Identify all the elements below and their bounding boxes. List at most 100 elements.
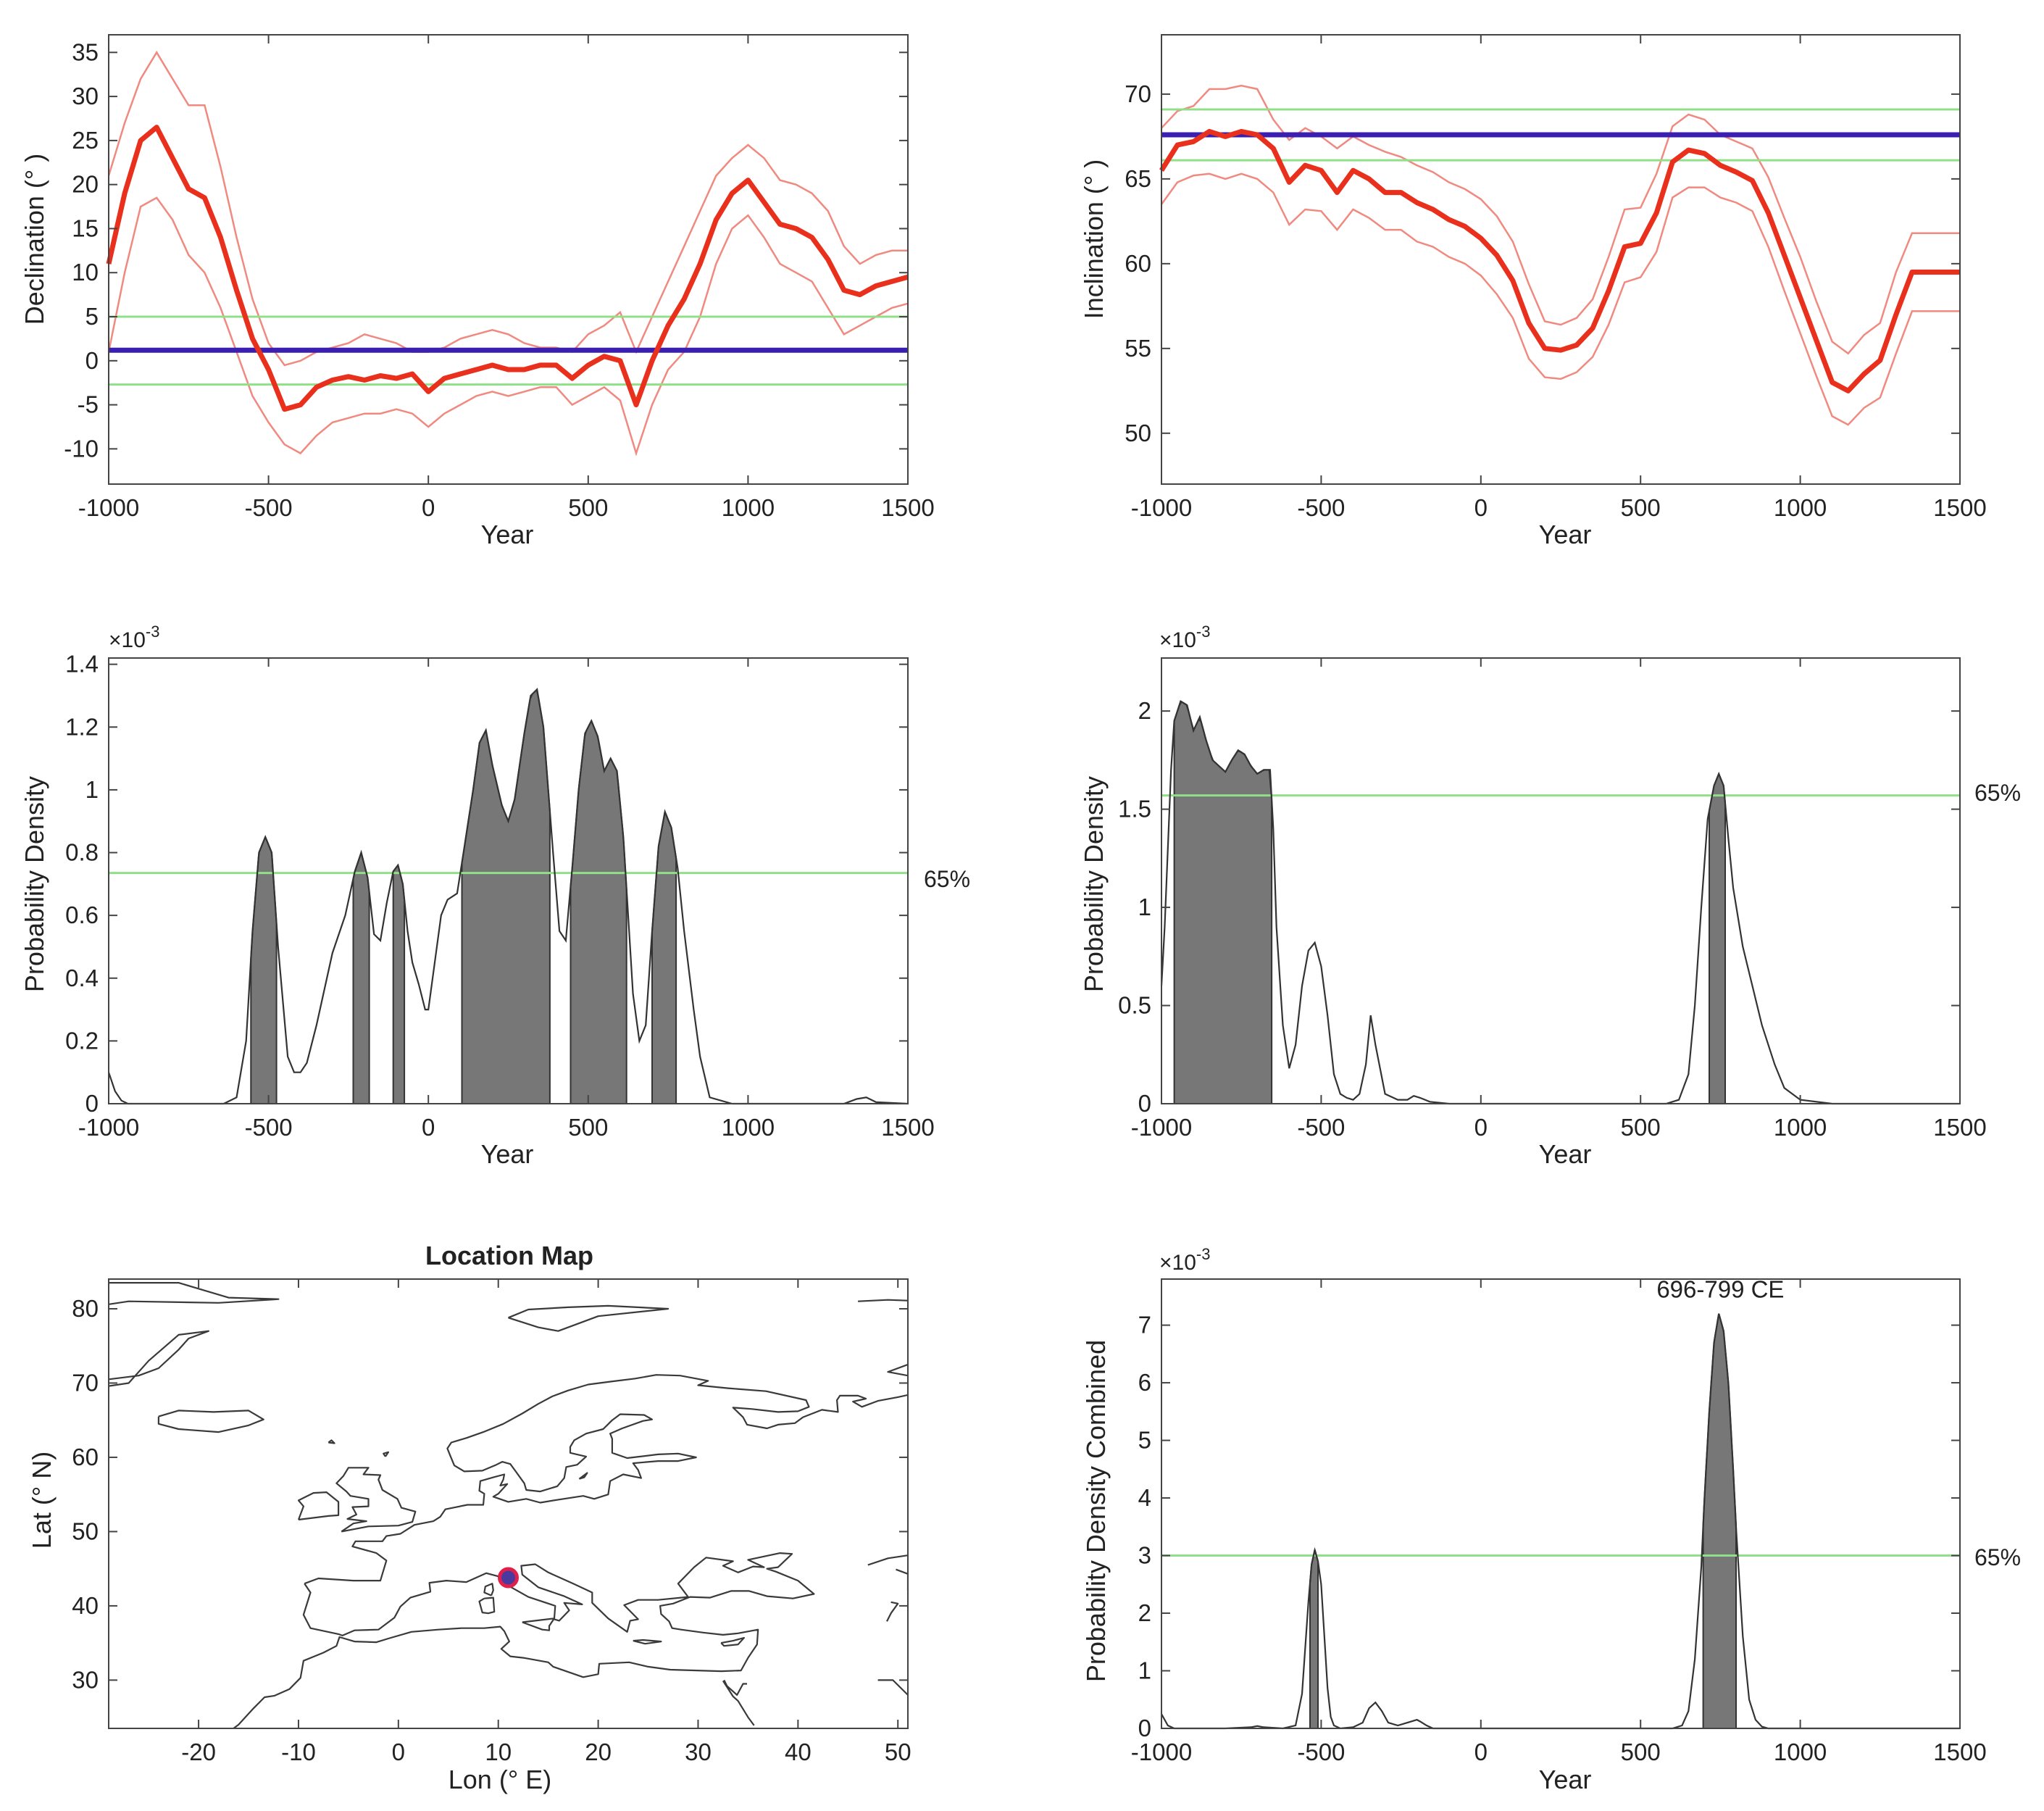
- inclination-lower-envelope: [1160, 172, 1960, 426]
- inclination-ytick-label: 70: [1125, 80, 1151, 107]
- pdf_combined-peak-annotation: 696-799 CE: [1656, 1276, 1784, 1303]
- inclination-y-label: Inclination (° ): [1079, 159, 1109, 319]
- pdf_declination-shaded-interval-1: [352, 849, 370, 1104]
- coastline-7: [335, 1467, 417, 1533]
- pdf-declination-exponent: ×10-3: [109, 623, 159, 652]
- pdf_combined-density-curve: [1161, 1313, 1960, 1730]
- pdf_combined-ytick-label: 4: [1138, 1484, 1151, 1511]
- pdf_combined-shaded-interval-1: [1702, 1313, 1737, 1729]
- map-x-label: Lon (° E): [449, 1765, 551, 1794]
- pdf_declination-ytick-label: 1.2: [65, 713, 99, 740]
- declination-lower-envelope: [107, 196, 909, 457]
- pdf_declination-ytick-label: 0: [85, 1090, 99, 1117]
- coastline-0: [109, 1282, 280, 1305]
- inclination-frame: [1161, 34, 1961, 485]
- pdf_declination-ytick-label: 1: [85, 776, 99, 803]
- pdf_inclination-ytick-label: 1: [1138, 894, 1151, 920]
- declination-upper-envelope: [107, 50, 908, 367]
- coastline-19: [723, 1679, 747, 1696]
- declination-panel: Declination (° ) Year -1000 -500 0 500 1000 1…: [20, 34, 935, 549]
- declination-curve: [106, 125, 909, 412]
- pdf_combined-ytick-label: 3: [1138, 1542, 1151, 1569]
- map-ytick-label: 40: [72, 1592, 99, 1619]
- map-xtick-label: 30: [685, 1739, 712, 1765]
- coastline-12: [522, 1618, 555, 1631]
- pdf_combined-xtick-label: 500: [1621, 1739, 1661, 1765]
- pdf_declination-ytick-label: 0.6: [65, 902, 99, 928]
- pdf_declination-xtick-label: -1000: [78, 1114, 139, 1141]
- inclination-xtick-label: 500: [1621, 494, 1661, 521]
- pdf-declination-panel: Probability Density Year ×10-3 65% -1000…: [20, 623, 970, 1169]
- map-frame: [108, 1278, 909, 1729]
- coastline-6: [297, 1491, 340, 1521]
- map-ytick-label: 30: [72, 1666, 99, 1693]
- map-y-label: Lat (° N): [27, 1452, 57, 1549]
- map-ytick-label: 70: [72, 1369, 99, 1396]
- inclination-ytick-label: 60: [1125, 250, 1151, 277]
- coastline-3: [508, 1304, 669, 1332]
- coastline-1: [109, 1330, 209, 1387]
- declination-ytick-label: 15: [72, 215, 99, 241]
- inclination-xtick-label: 0: [1474, 494, 1488, 521]
- inclination-x-label: Year: [1539, 520, 1592, 549]
- pdf-combined-threshold-label: 65%: [1974, 1544, 2021, 1570]
- pdf_inclination-xtick-label: -500: [1297, 1114, 1345, 1141]
- coastline-17: [886, 1601, 899, 1622]
- pdf-inclination-x-label: Year: [1539, 1139, 1592, 1169]
- pdf_inclination-xtick-label: 1500: [1933, 1114, 1986, 1141]
- coastline-16: [896, 1568, 908, 1591]
- pdf_combined-ytick-label: 2: [1138, 1599, 1151, 1626]
- pdf_combined-frame: [1161, 1278, 1961, 1729]
- coastline-8: [233, 1552, 815, 1728]
- coastline-11: [483, 1583, 494, 1596]
- declination-ytick-label: 25: [72, 127, 99, 154]
- map-xtick-label: 0: [392, 1739, 405, 1765]
- inclination-upper-envelope: [1161, 84, 1960, 355]
- coastline-22: [383, 1451, 390, 1457]
- coastline-21: [328, 1439, 335, 1444]
- pdf_declination-xtick-label: 1500: [881, 1114, 934, 1141]
- pdf-combined-y-label: Probability Density Combined: [1081, 1340, 1111, 1682]
- pdf_inclination-shaded-interval-0: [1173, 701, 1273, 1104]
- pdf-declination-y-label: Probability Density: [20, 776, 49, 992]
- pdf_inclination-xtick-label: 1000: [1774, 1114, 1827, 1141]
- pdf-combined-exponent: ×10-3: [1159, 1245, 1210, 1275]
- coastline-2: [157, 1410, 264, 1433]
- pdf_combined-xtick-label: -1000: [1131, 1739, 1192, 1765]
- coastline-15: [867, 1554, 908, 1566]
- declination-xtick-label: 0: [422, 494, 435, 521]
- pdf_inclination-xtick-label: 500: [1621, 1114, 1661, 1141]
- pdf-inclination-exponent: ×10-3: [1159, 623, 1210, 652]
- pdf-inclination-threshold-label: 65%: [1974, 780, 2021, 806]
- declination-xtick-label: 500: [568, 494, 608, 521]
- pdf_inclination-xtick-label: -1000: [1131, 1114, 1192, 1141]
- pdf_combined-xtick-label: -500: [1297, 1739, 1345, 1765]
- map-xtick-label: 40: [785, 1739, 812, 1765]
- coastline-9: [304, 1374, 908, 1585]
- pdf-inclination-panel: Probability Density Year ×10-3 65% -1000…: [1079, 623, 2021, 1169]
- pdf_combined-ytick-label: 1: [1138, 1657, 1151, 1684]
- pdf_declination-xtick-label: 1000: [722, 1114, 775, 1141]
- map-title: Location Map: [425, 1241, 593, 1270]
- pdf_inclination-density-curve: [1160, 699, 1960, 1105]
- pdf_combined-ytick-label: 7: [1138, 1312, 1151, 1339]
- pdf-declination-x-label: Year: [481, 1139, 534, 1169]
- pdf-declination-threshold-label: 65%: [924, 866, 970, 892]
- pdf_combined-xtick-label: 1000: [1774, 1739, 1827, 1765]
- declination-ytick-label: 30: [72, 83, 99, 109]
- map-ytick-label: 80: [72, 1295, 99, 1322]
- pdf_declination-ytick-label: 0.2: [65, 1027, 99, 1054]
- pdf_declination-ytick-label: 0.8: [65, 839, 99, 866]
- pdf_inclination-shaded-interval-1: [1709, 772, 1726, 1104]
- pdf_combined-ytick-label: 6: [1138, 1369, 1151, 1396]
- map-xtick-label: 10: [485, 1739, 512, 1765]
- inclination-ytick-label: 65: [1125, 165, 1151, 192]
- pdf_inclination-ytick-label: 0: [1138, 1090, 1151, 1117]
- map-ytick-label: 50: [72, 1518, 99, 1544]
- pdf_declination-xtick-label: 500: [568, 1114, 608, 1141]
- pdf_declination-ytick-label: 0.4: [65, 965, 99, 991]
- inclination-ytick-label: 55: [1125, 335, 1151, 362]
- pdf-inclination-y-label: Probability Density: [1079, 776, 1109, 992]
- declination-x-label: Year: [481, 520, 534, 549]
